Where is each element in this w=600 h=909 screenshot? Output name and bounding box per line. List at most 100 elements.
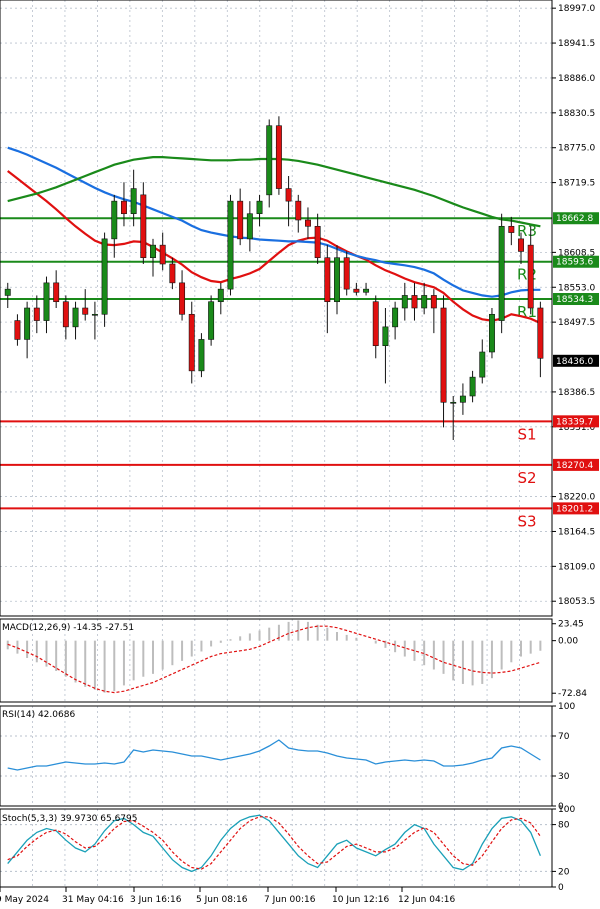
- candle-body: [285, 188, 292, 202]
- candle-body: [4, 288, 11, 296]
- candle-body: [33, 307, 40, 321]
- candle-body: [246, 213, 253, 240]
- panel-frame: [0, 0, 553, 617]
- candle-body: [62, 301, 69, 328]
- price-tick-label: 18775.0: [558, 144, 595, 154]
- candle-body: [411, 295, 418, 309]
- level-name: S2: [517, 469, 536, 487]
- level-name: R2: [517, 266, 537, 284]
- level-name: R3: [517, 222, 537, 240]
- level-badge-bg: [553, 212, 599, 225]
- candle-body: [392, 307, 399, 328]
- candle-body: [401, 295, 408, 309]
- candle-body: [14, 320, 21, 340]
- time-tick-label: 5 Jun 08:16: [196, 895, 248, 905]
- candle-body: [334, 257, 340, 303]
- stoch-k-line: [7, 814, 542, 873]
- candle-body: [188, 313, 195, 372]
- candle-body: [469, 376, 476, 397]
- candle-body: [498, 225, 505, 321]
- level-badge-bg: [553, 293, 599, 306]
- moving-averages: [7, 146, 541, 325]
- panel-frame: [0, 808, 553, 888]
- stoch-tick-label: 80: [558, 821, 570, 831]
- candle-body: [372, 301, 379, 347]
- level-badges: 18662.8 18593.6 18534.3 18339.7 18270.4 18201…: [553, 212, 599, 515]
- panel-frames: [0, 0, 553, 888]
- panel-frame: [0, 618, 553, 703]
- candle-body: [72, 307, 79, 328]
- panel-frame: [0, 705, 553, 807]
- candle-body: [537, 307, 544, 359]
- candle-body: [179, 282, 186, 315]
- macd-tick-label: 23.45: [558, 620, 584, 630]
- level-name: S1: [517, 425, 536, 443]
- candle-body: [53, 282, 60, 303]
- macd-title: MACD(12,26,9) -14.35 -27.51: [2, 623, 134, 633]
- price-tick-label: 18386.5: [558, 388, 595, 398]
- candle-body: [256, 200, 263, 215]
- level-badge-bg: [553, 458, 599, 471]
- candle-body: [343, 257, 350, 290]
- rsi-tick-label: 30: [558, 772, 570, 782]
- level-badge-value: 18201.2: [556, 504, 593, 514]
- rsi-title: RSI(14) 42.0686: [2, 710, 75, 720]
- time-tick-label: 7 Jun 00:16: [264, 895, 316, 905]
- grid: [0, 0, 552, 887]
- moving-average-line: [7, 156, 541, 228]
- stoch-tick-label: 0: [558, 883, 564, 893]
- candle-body: [169, 263, 176, 284]
- macd-tick-label: 0.00: [558, 637, 578, 647]
- price-tick-label: 18497.5: [558, 318, 595, 328]
- price-tick-label: 18997.0: [558, 4, 595, 14]
- rsi-tick-label: 0: [558, 802, 564, 812]
- candle-body: [237, 200, 244, 240]
- time-tick-label: 3 Jun 16:16: [130, 895, 182, 905]
- price-tick-label: 18331.0: [558, 423, 595, 433]
- candle-body: [198, 339, 205, 372]
- candle-body: [120, 200, 127, 215]
- candle-body: [227, 200, 234, 290]
- candle-body: [150, 244, 156, 259]
- level-badge-bg: [553, 502, 599, 515]
- level-badge-value: 18339.7: [556, 417, 593, 427]
- level-badge-value: 18534.3: [556, 295, 593, 305]
- candle-body: [314, 225, 321, 259]
- price-tick-label: 18109.0: [558, 562, 595, 572]
- level-badge-value: 18270.4: [556, 461, 593, 471]
- price-tick-label: 18608.5: [558, 248, 595, 258]
- candle-body: [430, 295, 437, 309]
- time-tick-label: 10 Jun 12:16: [332, 895, 389, 905]
- level-badge-bg: [553, 415, 599, 428]
- time-tick-label: 9 May 2024: [0, 895, 49, 905]
- candle-body: [91, 313, 98, 316]
- level-badge-value: 18662.8: [556, 214, 593, 224]
- price-tick-label: 18164.5: [558, 527, 595, 537]
- price-tick-label: 18553.0: [558, 283, 595, 293]
- candle-body: [440, 307, 447, 403]
- level-badge-bg: [553, 255, 599, 268]
- candle-body: [518, 238, 524, 252]
- price-tick-label: 18053.5: [558, 597, 595, 607]
- candle-body: [353, 288, 360, 293]
- candle-body: [527, 244, 534, 309]
- price-tick-label: 18941.5: [558, 39, 595, 49]
- candle-body: [208, 301, 215, 340]
- candle-body: [382, 326, 389, 347]
- price-tick-label: 18719.5: [558, 179, 595, 189]
- candle-body: [479, 351, 486, 378]
- candles: [4, 116, 544, 440]
- price-tick-label: 18220.0: [558, 493, 595, 503]
- moving-average-line: [7, 146, 541, 298]
- candle-body: [111, 200, 118, 240]
- candle-body: [459, 395, 466, 403]
- current-price-badge-value: 18436.0: [556, 357, 593, 367]
- stoch-title: Stoch(5,3,3) 39.9730 65.6795: [2, 814, 137, 824]
- candle-body: [488, 313, 495, 353]
- candle-body: [82, 307, 89, 315]
- price-tick-label: 18830.5: [558, 109, 595, 119]
- candle-body: [508, 225, 515, 233]
- candle-body: [275, 125, 282, 189]
- price-tick-label: 18886.0: [558, 74, 595, 84]
